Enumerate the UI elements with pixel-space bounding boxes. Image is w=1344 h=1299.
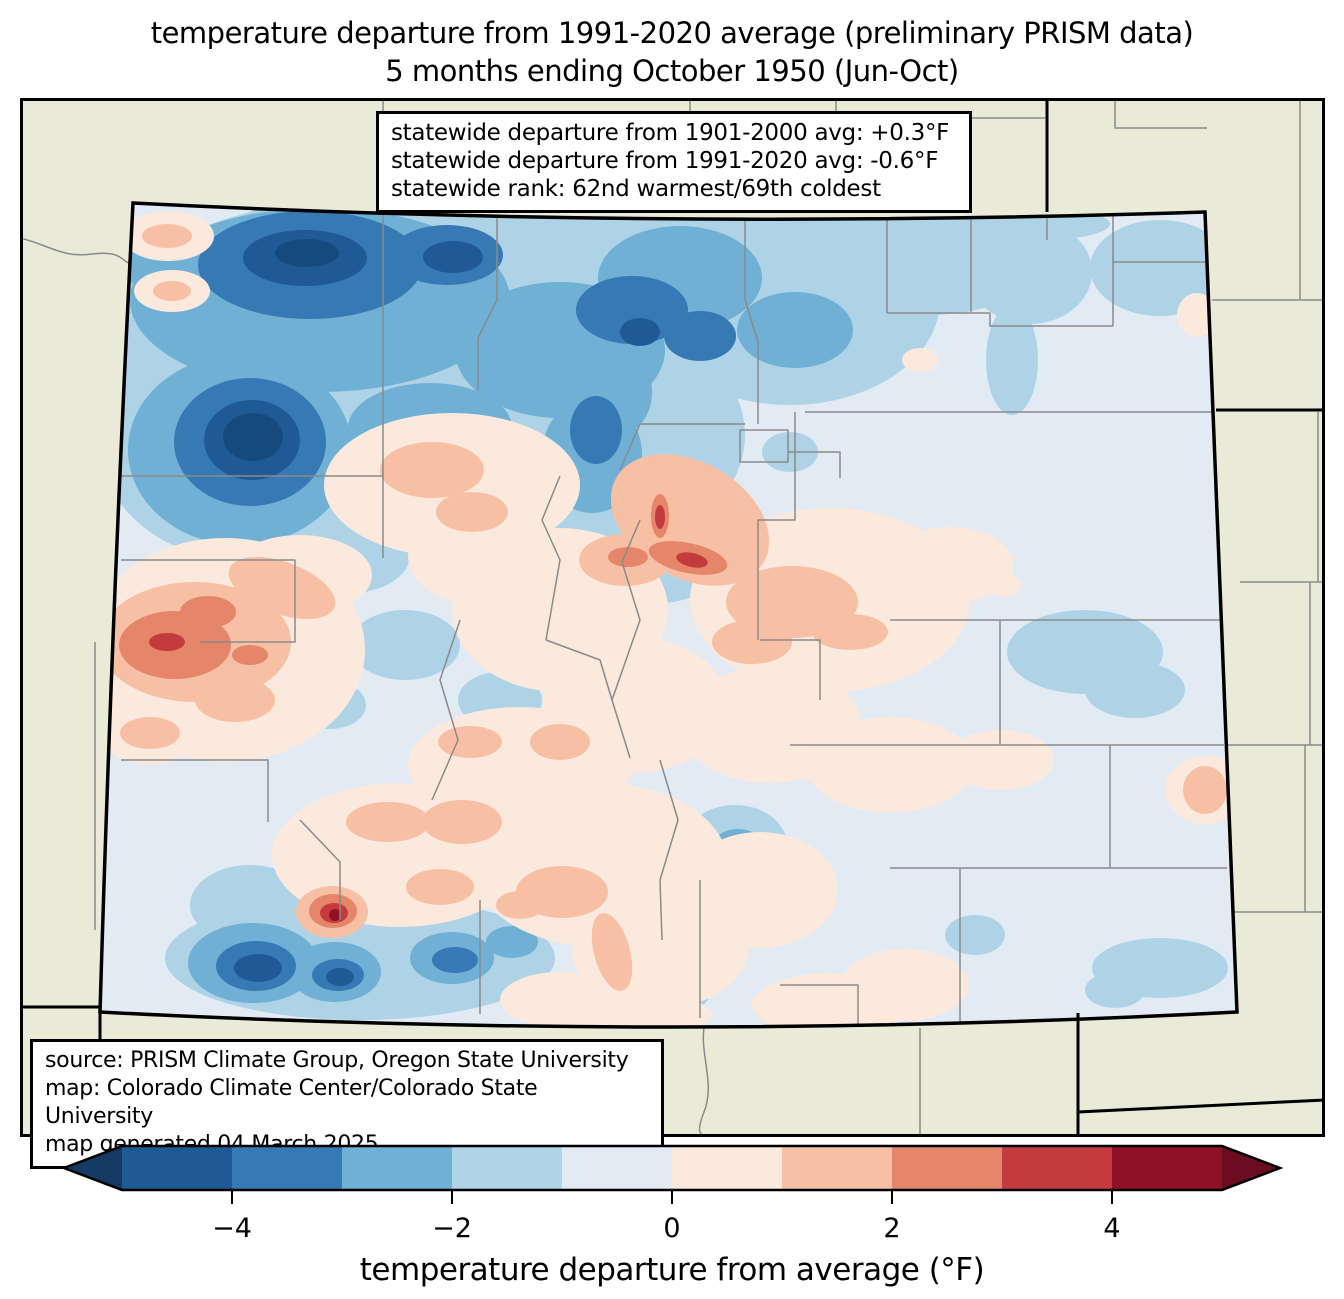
- colorbar-ticks: [231, 1190, 1113, 1204]
- cool-core-blobs: [223, 239, 339, 461]
- colorbar-tick-labels: −4 −2 0 2 4: [212, 1213, 1121, 1244]
- tick-label-2: 2: [883, 1213, 900, 1244]
- colorado-departure-map: [20, 98, 1325, 1137]
- stats-line-1901-2000: statewide departure from 1901-2000 avg: …: [391, 120, 950, 146]
- colorbar: −4 −2 0 2 4 temperature departure from a…: [60, 1144, 1284, 1288]
- title-line-2: 5 months ending October 1950 (Jun-Oct): [385, 54, 959, 88]
- colorado-county-lines: [121, 207, 1227, 1027]
- warm-4-5-blobs: [329, 909, 341, 921]
- tick-label-0: 0: [663, 1213, 680, 1244]
- temperature-departure-fill: [100, 203, 1237, 1027]
- warm-2-3-blobs: [119, 494, 728, 928]
- stats-line-1991-2020: statewide departure from 1991-2020 avg: …: [391, 148, 939, 174]
- colorbar-axis-label: temperature departure from average (°F): [360, 1252, 984, 1288]
- colorbar-right-arrow: [1222, 1146, 1280, 1190]
- neighbor-county-lines: [20, 98, 1325, 1137]
- tick-label-4: 4: [1103, 1213, 1120, 1244]
- colorbar-left-arrow: [64, 1146, 122, 1190]
- colorado-state-border: [98, 201, 1239, 1029]
- title-line-1: temperature departure from 1991-2020 ave…: [150, 16, 1194, 50]
- stats-line-rank: statewide rank: 62nd warmest/69th coldes…: [391, 176, 881, 202]
- colorbar-outline: [60, 1144, 1284, 1192]
- statewide-stats-box: statewide departure from 1901-2000 avg: …: [376, 111, 972, 213]
- neighbor-state-borders: [20, 98, 1325, 1137]
- tick-label-neg4: −4: [212, 1213, 252, 1244]
- colorbar-segments: [60, 1144, 1284, 1192]
- map-credit-line: map: Colorado Climate Center/Colorado St…: [45, 1076, 538, 1129]
- tick-label-neg2: −2: [432, 1213, 472, 1244]
- map-axes-frame: [20, 98, 1325, 1137]
- cool-4-5-blobs: [204, 230, 660, 986]
- source-line: source: PRISM Climate Group, Oregon Stat…: [45, 1048, 629, 1073]
- figure-title: temperature departure from 1991-2020 ave…: [0, 14, 1344, 90]
